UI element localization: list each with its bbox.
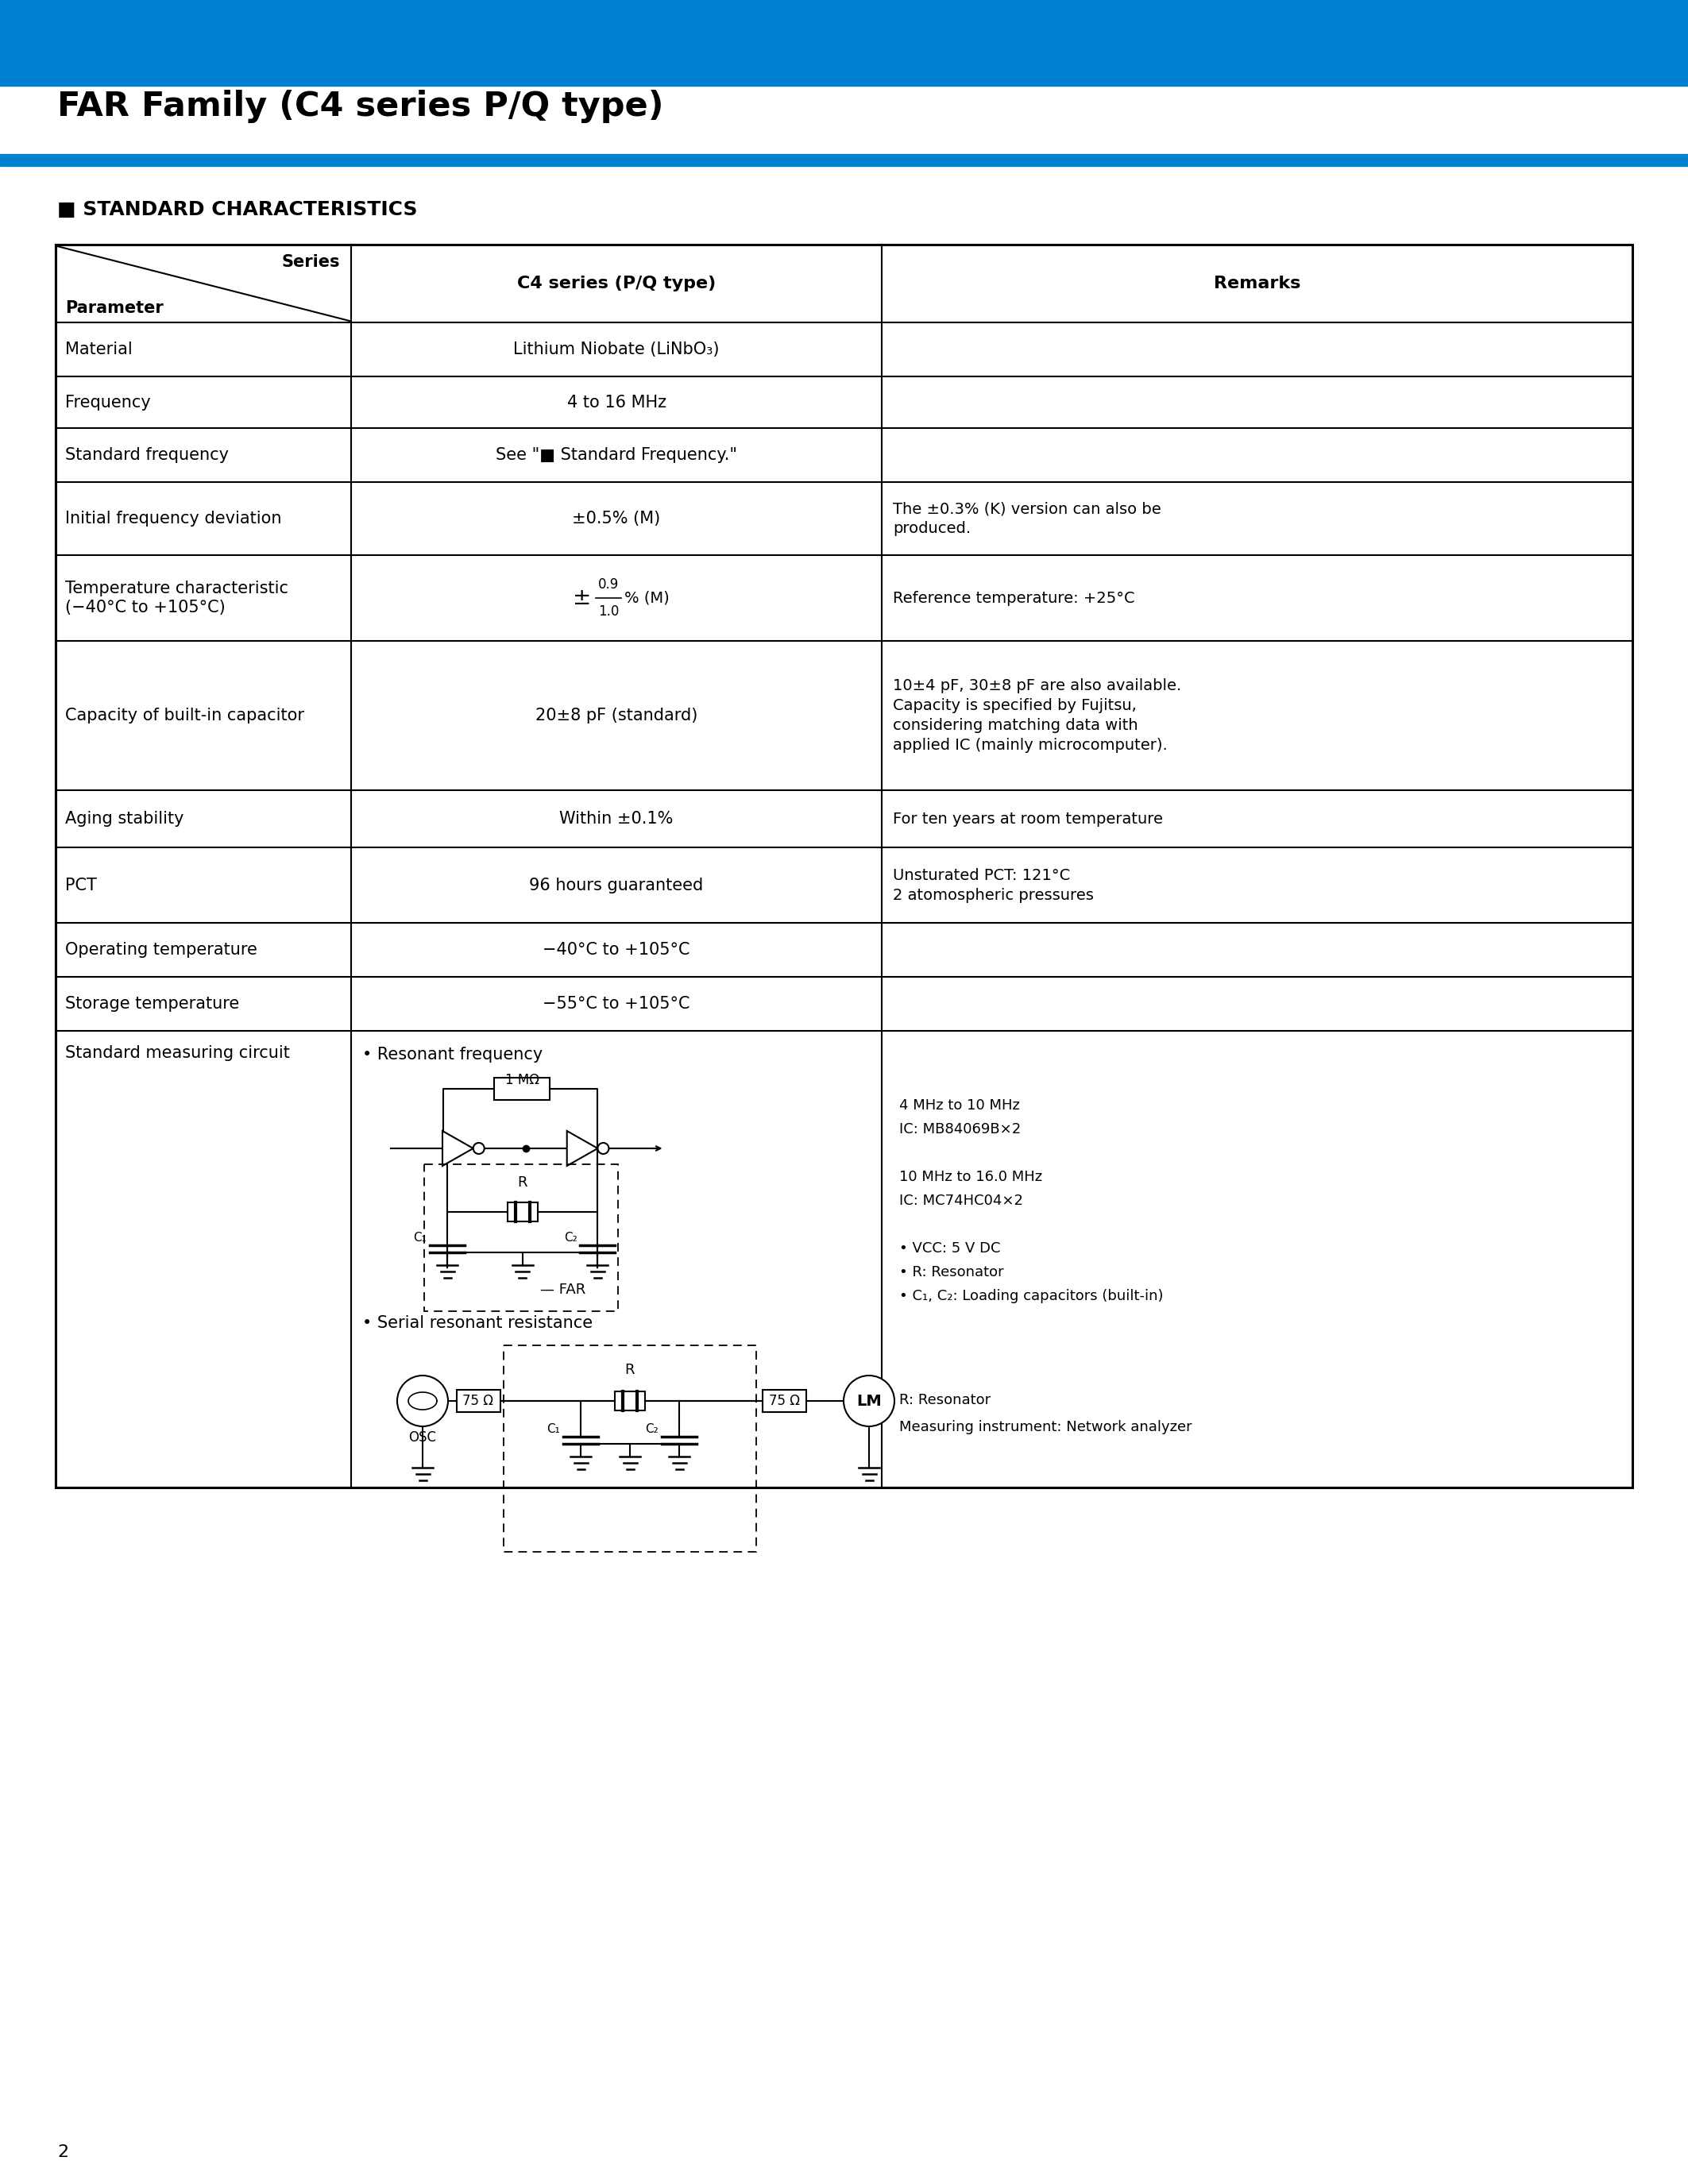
Text: 1.0: 1.0 [598, 605, 619, 618]
Text: Parameter: Parameter [66, 299, 164, 317]
Bar [0, 155, 1688, 166]
Bar [456, 1389, 500, 1413]
Circle shape [844, 1376, 895, 1426]
Text: — FAR: — FAR [540, 1282, 586, 1297]
Text: IC: MB84069B×2: IC: MB84069B×2 [900, 1123, 1021, 1136]
Text: ±0.5% (M): ±0.5% (M) [572, 511, 660, 526]
Text: The ±0.3% (K) version can also be
produced.: The ±0.3% (K) version can also be produc… [893, 500, 1161, 535]
Text: Standard measuring circuit: Standard measuring circuit [66, 1046, 290, 1061]
Text: Temperature characteristic
(−40°C to +105°C): Temperature characteristic (−40°C to +10… [66, 581, 289, 616]
Text: Lithium Niobate (LiNbO₃): Lithium Niobate (LiNbO₃) [513, 341, 719, 358]
Text: ±: ± [572, 587, 591, 609]
Text: LM: LM [856, 1393, 881, 1409]
Text: PCT: PCT [66, 878, 96, 893]
Text: C₁: C₁ [547, 1424, 560, 1435]
Text: 20±8 pF (standard): 20±8 pF (standard) [535, 708, 697, 723]
Text: For ten years at room temperature: For ten years at room temperature [893, 810, 1163, 826]
Polygon shape [442, 1131, 473, 1166]
Text: % (M): % (M) [625, 590, 670, 605]
Circle shape [473, 1142, 484, 1153]
Bar [424, 1164, 618, 1310]
Text: R: R [625, 1363, 635, 1378]
Text: • Serial resonant resistance: • Serial resonant resistance [363, 1315, 592, 1330]
Text: 2: 2 [57, 2145, 69, 2160]
Text: Capacity of built-in capacitor: Capacity of built-in capacitor [66, 708, 304, 723]
Text: R: R [518, 1175, 527, 1190]
Text: Within ±0.1%: Within ±0.1% [559, 810, 674, 828]
Text: 75 Ω: 75 Ω [768, 1393, 800, 1409]
Text: 0.9: 0.9 [598, 577, 619, 592]
Text: Unsturated PCT: 121°C
2 atomospheric pressures: Unsturated PCT: 121°C 2 atomospheric pre… [893, 867, 1094, 902]
Text: Frequency: Frequency [66, 395, 150, 411]
Text: C₂: C₂ [645, 1424, 658, 1435]
Text: Initial frequency deviation: Initial frequency deviation [66, 511, 282, 526]
Polygon shape [567, 1131, 598, 1166]
Text: Aging stability: Aging stability [66, 810, 184, 828]
Text: Remarks: Remarks [1214, 275, 1300, 290]
Text: Operating temperature: Operating temperature [66, 941, 257, 959]
Text: • R: Resonator: • R: Resonator [900, 1265, 1004, 1280]
Bar [495, 1077, 550, 1101]
Text: Series: Series [282, 253, 339, 271]
Text: • Resonant frequency: • Resonant frequency [363, 1046, 544, 1064]
Bar [763, 1389, 805, 1413]
Text: • VCC: 5 V DC: • VCC: 5 V DC [900, 1241, 1001, 1256]
Bar [508, 1203, 537, 1221]
Text: Storage temperature: Storage temperature [66, 996, 240, 1011]
Text: C4 series (P/Q type): C4 series (P/Q type) [517, 275, 716, 290]
Text: −55°C to +105°C: −55°C to +105°C [544, 996, 690, 1011]
Text: Measuring instrument: Network analyzer: Measuring instrument: Network analyzer [900, 1420, 1192, 1435]
Text: OSC: OSC [408, 1431, 437, 1444]
Circle shape [598, 1142, 609, 1153]
Text: See "■ Standard Frequency.": See "■ Standard Frequency." [496, 448, 738, 463]
Text: C₂: C₂ [564, 1232, 577, 1243]
Text: Material: Material [66, 341, 132, 358]
Bar [56, 245, 1632, 1487]
Text: 75 Ω: 75 Ω [463, 1393, 493, 1409]
Bar [614, 1391, 645, 1411]
Text: 4 MHz to 10 MHz: 4 MHz to 10 MHz [900, 1099, 1020, 1112]
Text: FAR Family (C4 series P/Q type): FAR Family (C4 series P/Q type) [57, 90, 663, 122]
Text: Reference temperature: +25°C: Reference temperature: +25°C [893, 590, 1134, 605]
Text: IC: MC74HC04×2: IC: MC74HC04×2 [900, 1195, 1023, 1208]
Text: 10±4 pF, 30±8 pF are also available.
Capacity is specified by Fujitsu,
consideri: 10±4 pF, 30±8 pF are also available. Cap… [893, 679, 1182, 753]
Text: R: Resonator: R: Resonator [900, 1393, 991, 1406]
Text: 4 to 16 MHz: 4 to 16 MHz [567, 395, 667, 411]
Text: 10 MHz to 16.0 MHz: 10 MHz to 16.0 MHz [900, 1171, 1041, 1184]
Text: • C₁, C₂: Loading capacitors (built-in): • C₁, C₂: Loading capacitors (built-in) [900, 1289, 1163, 1304]
Text: C₁: C₁ [414, 1232, 427, 1243]
Text: 1 MΩ: 1 MΩ [505, 1072, 538, 1088]
Text: −40°C to +105°C: −40°C to +105°C [544, 941, 690, 959]
Text: Standard frequency: Standard frequency [66, 448, 230, 463]
Circle shape [397, 1376, 447, 1426]
Bar [0, 0, 1688, 85]
Text: ■ STANDARD CHARACTERISTICS: ■ STANDARD CHARACTERISTICS [57, 201, 417, 218]
Text: 96 hours guaranteed: 96 hours guaranteed [530, 878, 704, 893]
Bar [503, 1345, 756, 1553]
